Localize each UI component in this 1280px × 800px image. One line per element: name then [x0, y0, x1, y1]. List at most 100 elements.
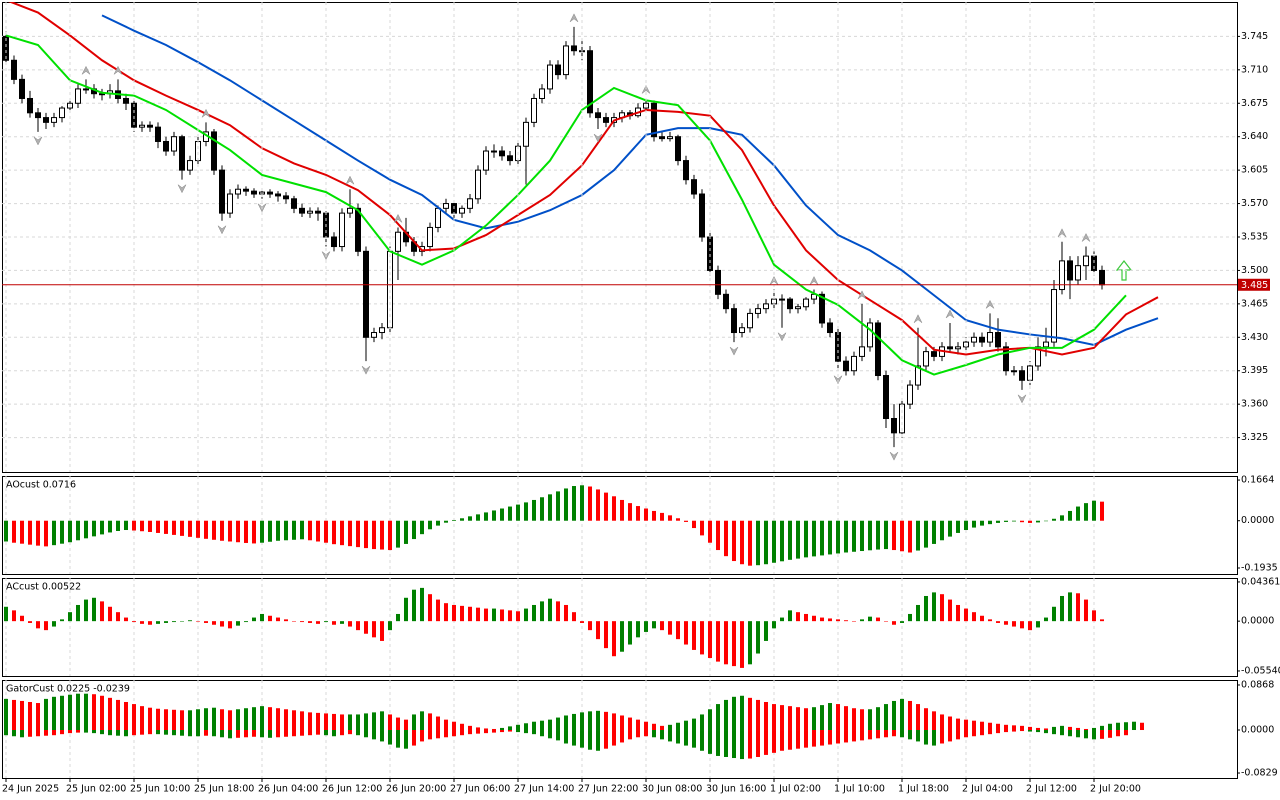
histogram-bar	[412, 730, 416, 746]
histogram-bar	[980, 520, 984, 526]
histogram-bar	[276, 520, 280, 541]
histogram-bar	[108, 697, 112, 731]
histogram-bar	[252, 707, 256, 731]
candle-body	[907, 384, 913, 405]
histogram-bar	[412, 714, 416, 731]
histogram-bar	[876, 520, 880, 550]
histogram-bar	[740, 621, 744, 668]
histogram-bar	[852, 520, 856, 552]
candle-body	[27, 97, 33, 114]
histogram-bar	[972, 730, 976, 737]
candle-body	[891, 418, 897, 434]
x-tick-label: 26 Jun 04:00	[258, 784, 318, 795]
histogram-bar	[756, 730, 760, 757]
histogram-bar	[1124, 730, 1128, 736]
histogram-bar	[876, 617, 880, 622]
fractal-down	[217, 225, 227, 235]
histogram-bar	[676, 722, 680, 731]
candle-body	[435, 207, 441, 228]
histogram-bar	[308, 621, 312, 623]
histogram-bar	[60, 695, 64, 731]
histogram-bar	[508, 506, 512, 521]
x-tick-label: 26 Jun 12:00	[322, 784, 382, 795]
candle-body	[251, 190, 257, 195]
histogram-bar	[316, 712, 320, 731]
histogram-bar	[852, 621, 856, 622]
histogram-bar	[308, 730, 312, 736]
candle-body	[955, 346, 961, 350]
candle-body	[195, 140, 201, 162]
panel-title: AOcust 0.0716	[6, 480, 76, 491]
candle-body	[1075, 265, 1081, 281]
histogram-bar	[300, 520, 304, 540]
histogram-bar	[636, 719, 640, 731]
candle-body	[1059, 260, 1065, 291]
histogram-bar	[260, 613, 264, 622]
current-price-box	[1238, 278, 1270, 291]
histogram-bar	[620, 730, 624, 743]
histogram-bar	[868, 709, 872, 731]
histogram-bar	[1044, 730, 1048, 734]
histogram-bar	[356, 730, 360, 736]
histogram-bar	[636, 621, 640, 638]
fractal-up	[945, 309, 955, 319]
histogram-bar	[380, 621, 384, 641]
candle-body	[307, 210, 313, 214]
histogram-bar	[684, 720, 688, 731]
candle-body	[603, 117, 609, 123]
fractal-up	[201, 108, 211, 118]
fractal-up	[569, 13, 579, 23]
histogram-bar	[772, 730, 776, 753]
panel-title: GatorCust 0.0225 -0.0239	[6, 684, 130, 695]
histogram-bar	[844, 730, 848, 743]
histogram-bar	[1012, 725, 1016, 731]
y-tick-label: 0.0868	[1241, 679, 1274, 690]
histogram-bar	[572, 730, 576, 746]
histogram-bar	[196, 621, 200, 622]
histogram-bar	[532, 730, 536, 735]
x-tick-label: 27 Jun 22:00	[578, 784, 638, 795]
histogram-bar	[108, 730, 112, 736]
histogram-bar	[580, 730, 584, 748]
histogram-bar	[1028, 520, 1032, 523]
histogram-bar	[1076, 730, 1080, 738]
histogram-bar	[484, 512, 488, 521]
y-tick-label: 3.430	[1241, 332, 1268, 343]
histogram-bar	[708, 730, 712, 754]
histogram-bar	[468, 606, 472, 622]
candle-body	[523, 121, 529, 147]
histogram-bar	[644, 508, 648, 521]
histogram-bar	[644, 621, 648, 632]
histogram-bar	[900, 520, 904, 552]
histogram-bar	[12, 699, 16, 731]
candle-body	[699, 193, 705, 238]
x-tick-label: 2 Jul 12:00	[1026, 784, 1077, 795]
histogram-bar	[612, 713, 616, 731]
histogram-bar	[1028, 621, 1032, 631]
histogram-bar	[332, 730, 336, 737]
histogram-bar	[132, 704, 136, 731]
histogram-bar	[996, 621, 1000, 623]
histogram-bar	[260, 730, 264, 738]
candle-body	[291, 198, 297, 209]
histogram-bar	[628, 503, 632, 521]
histogram-bar	[716, 704, 720, 731]
histogram-bar	[500, 609, 504, 622]
histogram-bar	[572, 612, 576, 622]
y-tick-label: -0.0829	[1241, 768, 1278, 779]
fractal-up	[641, 84, 651, 94]
histogram-bar	[292, 520, 296, 540]
histogram-bar	[900, 698, 904, 731]
fractal-down	[889, 451, 899, 461]
histogram-bar	[1100, 725, 1104, 731]
candle-body	[1099, 269, 1105, 286]
histogram-bar	[36, 621, 40, 629]
y-tick-label: 3.465	[1241, 298, 1268, 309]
histogram-bar	[996, 520, 1000, 523]
histogram-bar	[468, 725, 472, 731]
histogram-bar	[268, 730, 272, 738]
histogram-bar	[812, 730, 816, 747]
histogram-bar	[1052, 606, 1056, 622]
histogram-bar	[684, 520, 688, 522]
histogram-bar	[52, 696, 56, 731]
